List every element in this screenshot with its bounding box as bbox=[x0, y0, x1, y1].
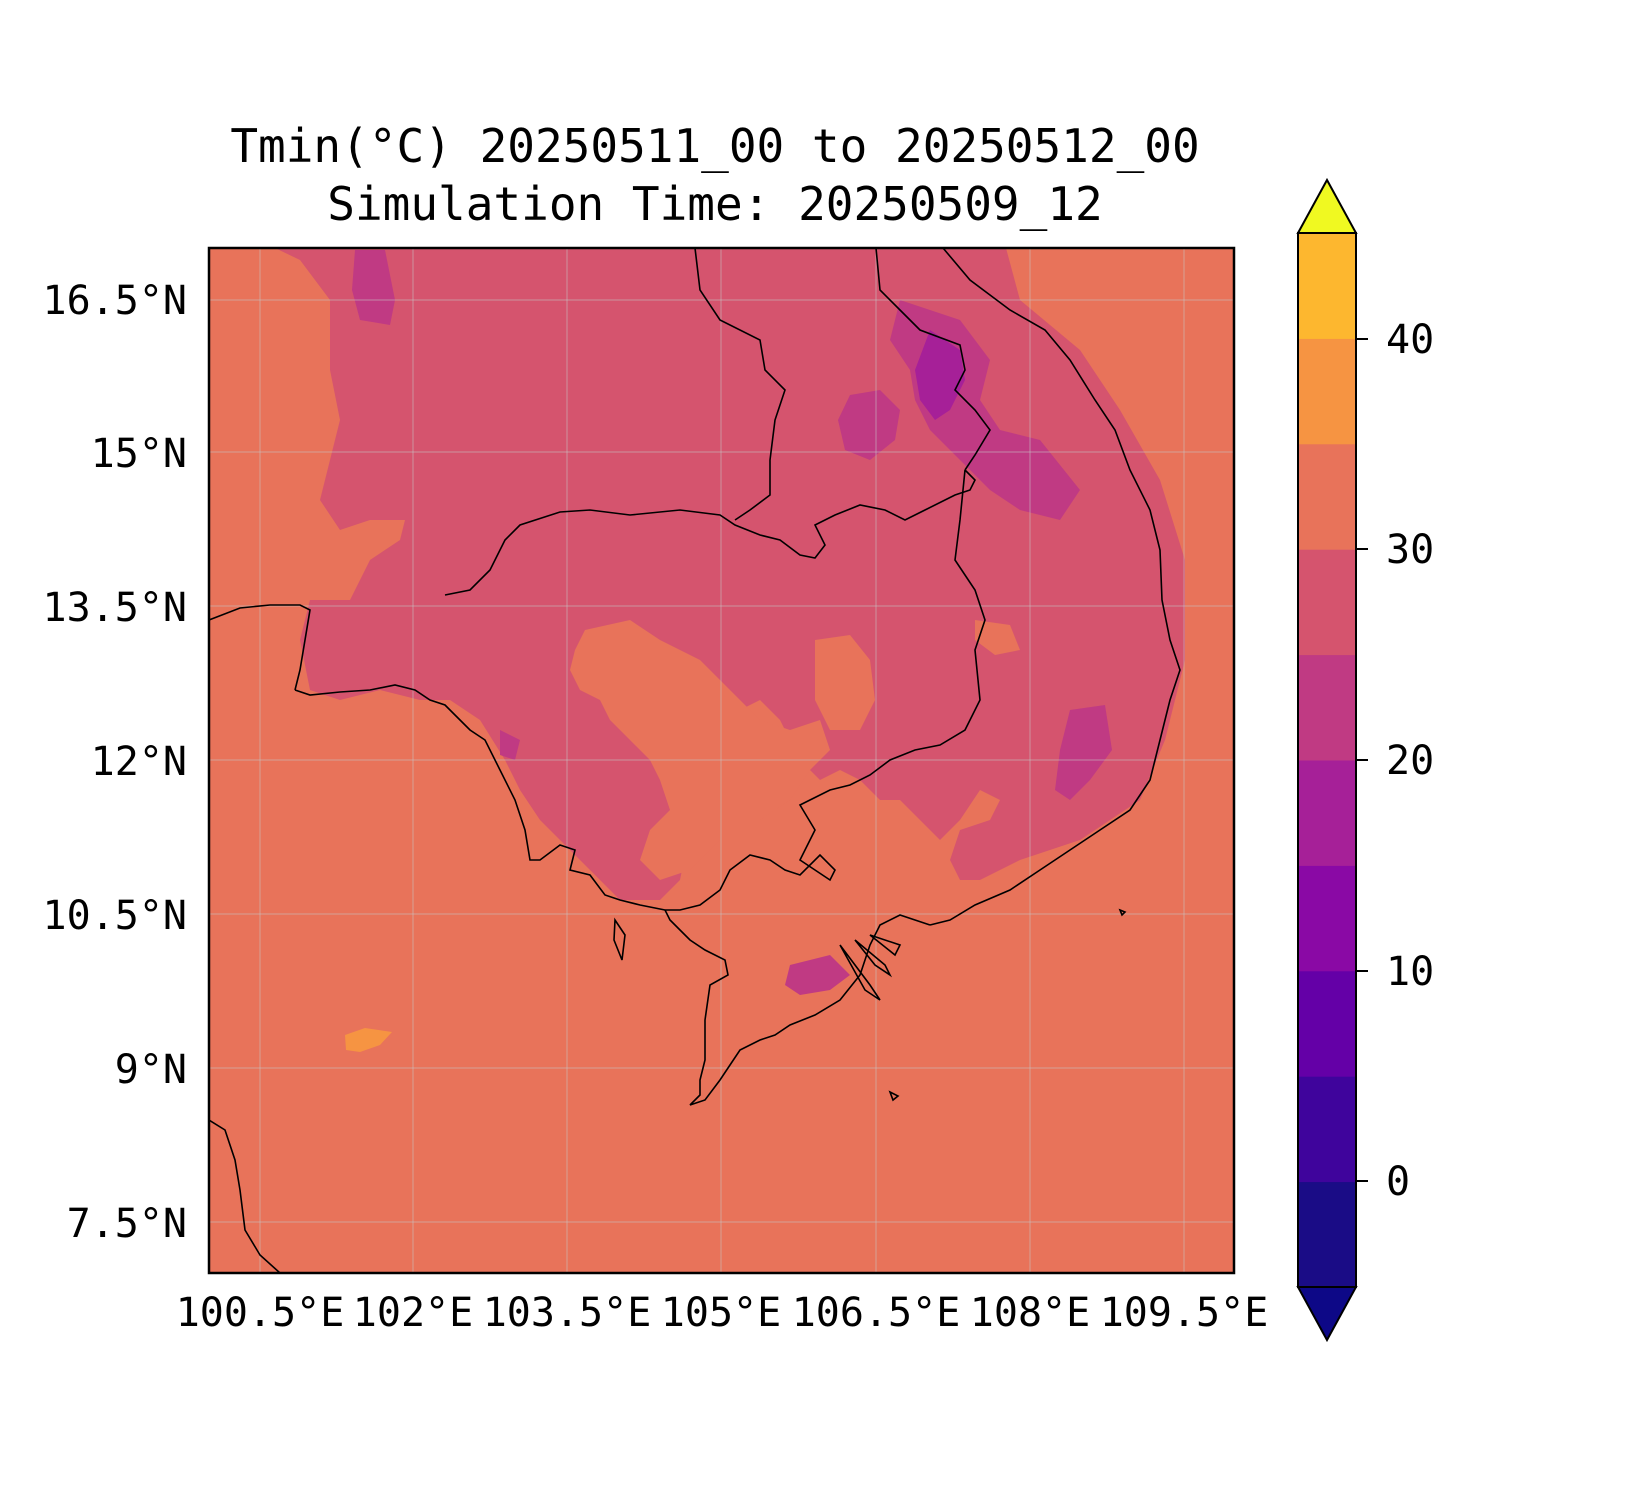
colorbar: 0 10 20 30 40 bbox=[1296, 177, 1434, 1343]
field-class-15-20-plateau bbox=[838, 390, 900, 460]
colorbar-tick-label: 10 bbox=[1386, 949, 1434, 995]
border-thailand-cambodia bbox=[444, 469, 976, 596]
colorbar-segment bbox=[1298, 233, 1356, 339]
colorbar-segment bbox=[1298, 1181, 1356, 1288]
lat-tick-label: 7.5°N bbox=[67, 1201, 187, 1247]
coastlines-borders bbox=[209, 248, 1181, 1273]
colorbar-segment bbox=[1298, 654, 1356, 761]
field-class-15-20-north bbox=[352, 250, 395, 325]
lat-tick-label: 12°N bbox=[91, 739, 187, 785]
colorbar-segment bbox=[1298, 443, 1356, 550]
colorbar-under-triangle bbox=[1296, 1286, 1358, 1343]
field-class-15-20-south bbox=[785, 955, 850, 995]
lon-tick-label: 106.5°E bbox=[792, 1290, 961, 1336]
colorbar-segment bbox=[1298, 1076, 1356, 1183]
mekong-distributary-1 bbox=[839, 944, 881, 1001]
lon-tick-label: 105°E bbox=[661, 1290, 781, 1336]
colorbar-over-triangle bbox=[1296, 177, 1358, 234]
temperature-field bbox=[209, 248, 1234, 1273]
map-frame bbox=[207, 246, 1236, 1275]
border-laos-thailand bbox=[694, 248, 786, 521]
colorbar-tick-label: 30 bbox=[1386, 527, 1434, 573]
colorbar-segment bbox=[1298, 760, 1356, 866]
gridlines bbox=[209, 248, 1234, 1273]
field-class-25-30-bay bbox=[975, 620, 1020, 655]
lat-tick-label: 9°N bbox=[115, 1047, 187, 1093]
field-class-10-15 bbox=[915, 330, 965, 420]
map-title: Tmin(°C) 20250511_00 to 20250512_00 bbox=[230, 119, 1200, 173]
island-east bbox=[1118, 908, 1127, 917]
lat-axis: 16.5°N 15°N 13.5°N 12°N 10.5°N 9°N 7.5°N bbox=[43, 278, 188, 1247]
lon-tick-label: 109.5°E bbox=[1100, 1290, 1269, 1336]
lat-tick-label: 13.5°N bbox=[43, 585, 188, 631]
lon-tick-label: 103.5°E bbox=[483, 1290, 652, 1336]
coastline-mekong-delta bbox=[664, 909, 931, 1106]
field-class-25-30-east bbox=[815, 635, 875, 730]
island-con-son bbox=[888, 1090, 900, 1102]
colorbar-segment bbox=[1298, 865, 1356, 972]
lat-tick-label: 10.5°N bbox=[43, 893, 188, 939]
island-phu-quoc bbox=[613, 917, 626, 961]
colorbar-tick-label: 20 bbox=[1386, 738, 1434, 784]
field-class-15-20-west bbox=[500, 730, 520, 760]
field-class-15-20-highland bbox=[1055, 705, 1112, 800]
coastline-malay bbox=[209, 1119, 281, 1273]
colorbar-segment bbox=[1298, 970, 1356, 1077]
colorbar-tick-label: 40 bbox=[1386, 317, 1434, 363]
border-cambodia-vietnam bbox=[665, 469, 986, 911]
lon-axis: 100.5°E 102°E 103.5°E 105°E 106.5°E 108°… bbox=[176, 1290, 1269, 1336]
coastline-gulf-west bbox=[294, 684, 666, 911]
colorbar-segment bbox=[1298, 338, 1356, 445]
colorbar-ticks bbox=[1356, 338, 1368, 1182]
map-subtitle: Simulation Time: 20250509_12 bbox=[327, 177, 1103, 231]
colorbar-tick-label: 0 bbox=[1386, 1159, 1410, 1205]
lon-tick-label: 102°E bbox=[353, 1290, 473, 1336]
colorbar-segment bbox=[1298, 549, 1356, 656]
coastline-gulf-east bbox=[929, 248, 1181, 926]
border-laos-vietnam bbox=[875, 248, 991, 471]
field-class-30-35 bbox=[345, 1028, 392, 1052]
mekong-distributary-2 bbox=[854, 939, 893, 978]
lat-tick-label: 15°N bbox=[91, 431, 187, 477]
field-class-25-30-cambodia bbox=[570, 620, 830, 880]
lon-tick-label: 100.5°E bbox=[176, 1290, 345, 1336]
lon-tick-label: 108°E bbox=[970, 1290, 1090, 1336]
border-thailand-myanmar bbox=[209, 604, 311, 691]
mekong-distributary-3 bbox=[869, 934, 902, 957]
lat-tick-label: 16.5°N bbox=[43, 278, 188, 324]
